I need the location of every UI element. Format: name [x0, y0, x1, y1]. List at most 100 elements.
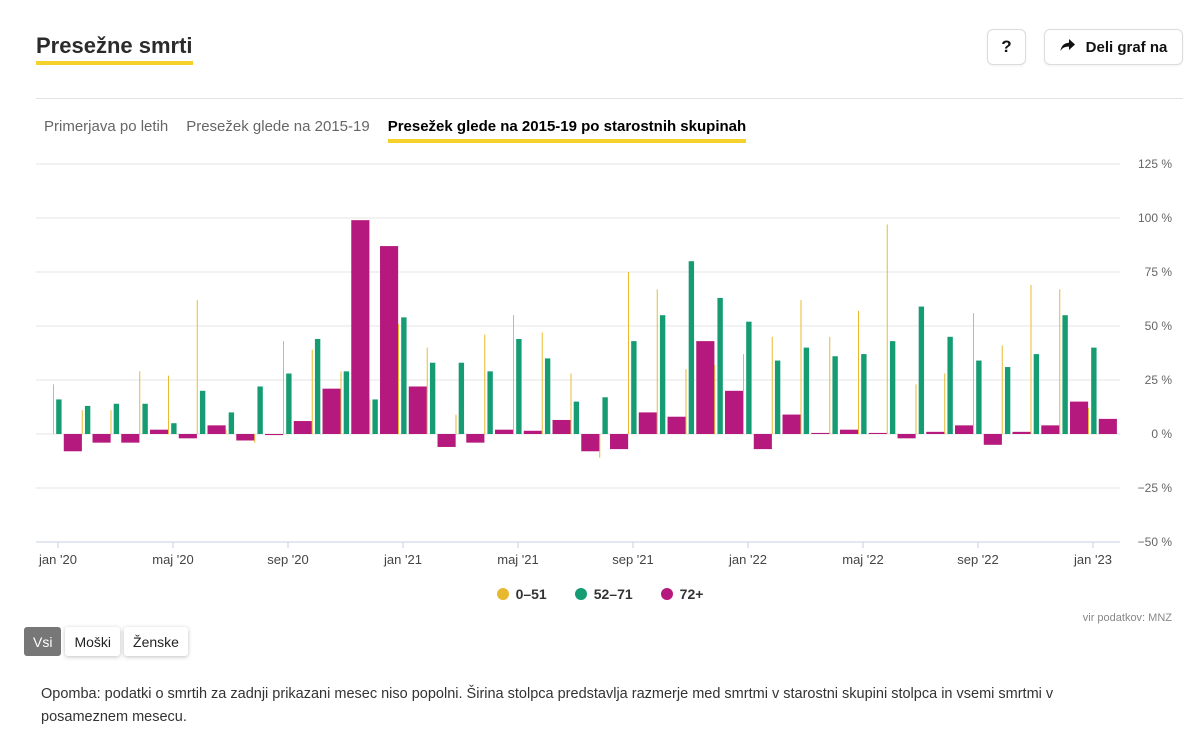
bar-52-71 [688, 261, 695, 434]
x-tick-label: maj '20 [152, 552, 194, 567]
bar-72+ [495, 429, 514, 434]
bar-0-51 [110, 410, 112, 434]
x-tick-label: maj '21 [497, 552, 539, 567]
bar-72+ [667, 416, 686, 434]
bar-52-71 [1062, 315, 1068, 434]
bar-0-51 [196, 300, 198, 434]
x-tick-label: jan '20 [38, 552, 77, 567]
bar-72+ [466, 434, 485, 443]
bar-0-51 [829, 336, 831, 434]
bar-72+ [638, 412, 657, 434]
bar-52-71 [544, 358, 551, 434]
x-tick-label: sep '20 [267, 552, 309, 567]
bar-52-71 [1033, 354, 1040, 434]
bar-0-51 [139, 371, 141, 434]
bar-52-71 [199, 390, 206, 434]
chart-legend: 0–51 52–71 72+ [0, 586, 1200, 602]
bar-52-71 [631, 341, 637, 434]
bar-72+ [265, 434, 284, 436]
bar-52-71 [1004, 367, 1011, 434]
bar-0-51 [168, 375, 169, 434]
bar-52-71 [228, 412, 235, 434]
bar-0-51 [1030, 284, 1032, 434]
share-label: Deli graf na [1085, 38, 1168, 56]
bar-52-71 [861, 354, 867, 434]
legend-label-52-71: 52–71 [593, 586, 633, 602]
bar-72+ [437, 434, 456, 447]
bar-72+ [811, 432, 830, 434]
bar-72+ [236, 434, 255, 441]
filter-all-button[interactable]: Vsi [24, 627, 62, 656]
bar-0-51 [685, 369, 687, 434]
legend-item-52-71[interactable]: 52–71 [574, 586, 633, 602]
y-tick-label: 0 % [1151, 427, 1172, 441]
bar-52-71 [142, 403, 148, 434]
y-tick-label: 75 % [1145, 265, 1173, 279]
bar-52-71 [372, 399, 378, 434]
legend-swatch-52-71 [574, 588, 587, 600]
bar-0-51 [656, 289, 658, 434]
bar-72+ [523, 430, 542, 434]
y-tick-label: 125 % [1138, 157, 1172, 171]
chart-tabs: Primerjava po letih Presežek glede na 20… [44, 117, 747, 143]
x-tick-label: jan '21 [383, 552, 422, 567]
bar-52-71 [487, 371, 493, 434]
bar-0-51 [800, 300, 802, 434]
bar-0-51 [455, 414, 457, 434]
legend-label-72-plus: 72+ [679, 586, 704, 602]
bar-72+ [207, 425, 226, 434]
gender-filter: Vsi Moški Ženske [24, 627, 188, 656]
bar-0-51 [254, 434, 256, 443]
bar-72+ [351, 220, 370, 434]
bar-0-51 [484, 334, 486, 434]
tab-excess-by-age-group[interactable]: Presežek glede na 2015-19 po starostnih … [387, 117, 747, 143]
bar-72+ [868, 432, 887, 434]
bar-72+ [63, 434, 82, 452]
legend-item-72-plus[interactable]: 72+ [660, 586, 704, 602]
bar-52-71 [516, 338, 522, 434]
bar-72+ [380, 246, 399, 434]
bar-0-51 [743, 354, 744, 434]
bar-52-71 [832, 356, 838, 434]
help-button[interactable]: ? [987, 29, 1026, 65]
data-source: vir podatkov: MNZ [1082, 612, 1172, 624]
bar-52-71 [56, 399, 62, 434]
bar-52-71 [659, 315, 666, 434]
help-label: ? [1001, 37, 1012, 56]
share-chart-button[interactable]: Deli graf na [1044, 29, 1183, 65]
bar-72+ [725, 390, 744, 434]
x-tick-label: jan '22 [728, 552, 767, 567]
bar-52-71 [286, 373, 292, 434]
bar-52-71 [113, 403, 120, 434]
filter-men-button[interactable]: Moški [65, 627, 121, 656]
y-tick-label: 100 % [1138, 211, 1172, 225]
bar-0-51 [283, 341, 284, 434]
y-tick-label: −50 % [1138, 535, 1173, 549]
tab-excess-vs-2015-19[interactable]: Presežek glede na 2015-19 [186, 118, 370, 135]
bar-52-71 [774, 360, 781, 434]
bar-0-51 [81, 410, 83, 434]
bar-0-51 [1001, 345, 1003, 434]
legend-item-0-51[interactable]: 0–51 [496, 586, 547, 602]
bar-72+ [782, 414, 801, 434]
bar-52-71 [947, 336, 953, 434]
bar-72+ [926, 431, 945, 434]
bar-72+ [92, 434, 111, 443]
bar-0-51 [858, 310, 859, 434]
bar-52-71 [717, 297, 723, 434]
x-tick-label: sep '22 [957, 552, 999, 567]
filter-women-button[interactable]: Ženske [124, 627, 188, 656]
excess-deaths-chart: −50 % −25 % 0 % 25 % 50 % 75 % 100 % 125 % jan '… [36, 157, 1173, 567]
bar-0-51 [771, 336, 773, 434]
bar-72+ [293, 421, 312, 434]
footnote: Opomba: podatki o smrtih za zadnji prika… [41, 686, 1054, 725]
bar-52-71 [171, 423, 177, 434]
tab-yearly-comparison[interactable]: Primerjava po letih [44, 118, 169, 135]
bar-0-51 [1088, 408, 1089, 434]
bar-52-71 [314, 338, 321, 434]
bar-52-71 [803, 347, 810, 434]
y-tick-label: 50 % [1145, 319, 1173, 333]
bar-72+ [322, 388, 341, 434]
bar-72+ [983, 434, 1002, 445]
bar-52-71 [343, 371, 350, 434]
